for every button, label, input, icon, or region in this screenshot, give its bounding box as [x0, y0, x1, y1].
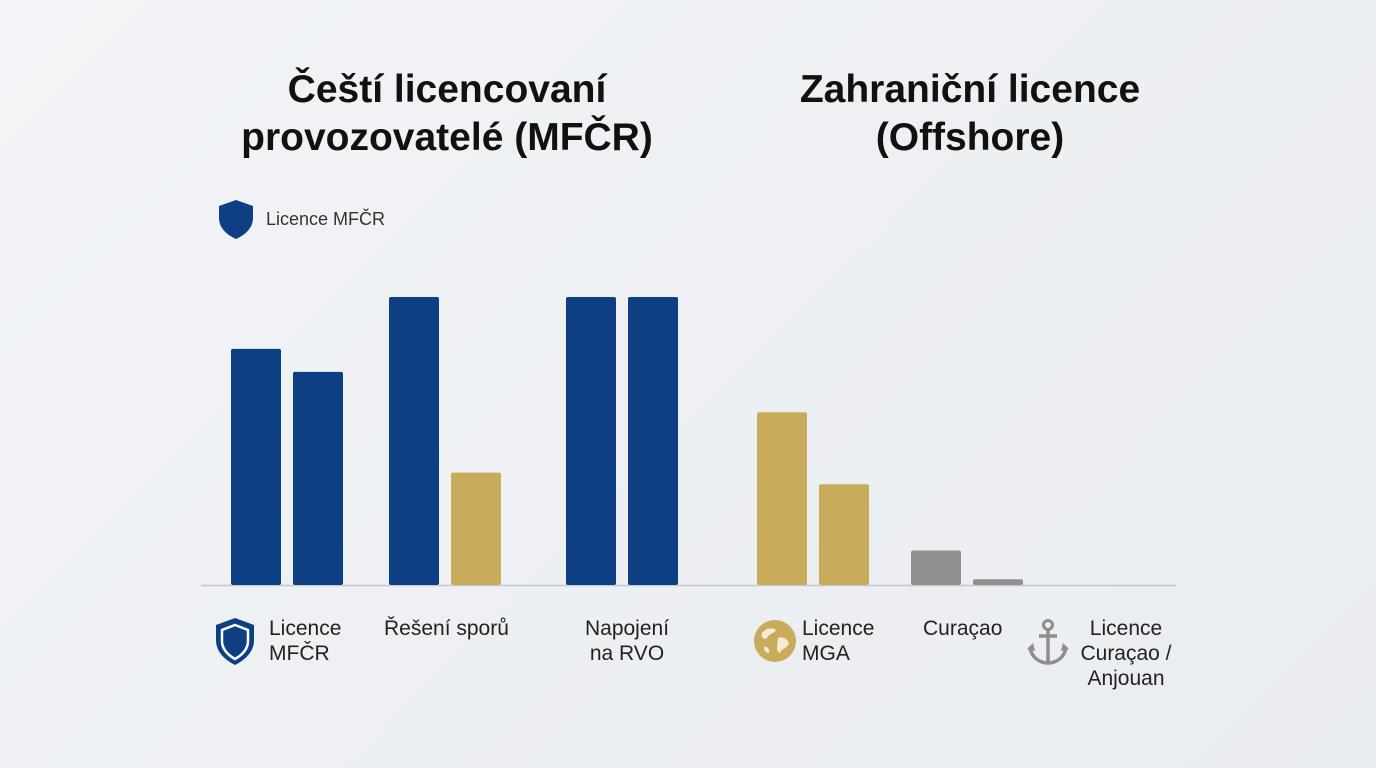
chart-title-left-line2: provozovatelé (MFČR) — [241, 116, 653, 159]
bar-0-0 — [231, 348, 281, 585]
shield-icon — [216, 618, 254, 665]
category-label-curacao: Curaçao — [923, 616, 1002, 641]
category-label-line: MFČR — [269, 642, 330, 665]
bar-1-1 — [451, 472, 501, 585]
bar-4-0 — [911, 550, 961, 585]
legend-label: Licence MFČR — [266, 208, 386, 229]
chart-title-right-line1: Zahraniční licence — [799, 68, 1141, 111]
globe-icon — [754, 620, 796, 662]
bar-1-0 — [389, 297, 439, 585]
category-label-line: Curaçao / — [1080, 642, 1172, 665]
category-label-licence-mfcr: Licence MFČR — [213, 614, 341, 666]
bar-0-1 — [293, 371, 343, 585]
category-label-line: Licence — [1089, 617, 1163, 640]
category-label-line: Licence — [802, 617, 875, 640]
shield-icon — [219, 200, 253, 239]
bar-2-0 — [566, 297, 616, 585]
category-label-line: Licence — [269, 617, 342, 640]
bar-3-0 — [757, 412, 807, 585]
chart-title-right: Zahraniční licence (Offshore) — [760, 66, 1180, 162]
category-label-line: Řešení sporů — [384, 617, 509, 640]
bar-4-1 — [973, 579, 1023, 585]
bar-2-1 — [628, 297, 678, 585]
chart-title-left-line1: Čeští licencovaní — [287, 68, 607, 111]
chart-title-left: Čeští licencovaní provozovatelé (MFČR) — [197, 66, 697, 162]
chart-title-right-line2: (Offshore) — [875, 116, 1065, 159]
category-label-licence-curacao-anjouan: Licence Curaçao / Anjouan — [1026, 616, 1180, 691]
category-label-line: na RVO — [589, 642, 665, 665]
anchor-icon — [1027, 619, 1069, 665]
category-label-line: Anjouan — [1087, 667, 1165, 690]
bar-3-1 — [819, 484, 869, 585]
category-label-line: Curaçao — [923, 617, 1003, 640]
legend: Licence MFČR — [216, 198, 385, 240]
category-label-line: Napojení — [584, 617, 670, 640]
category-label-line: MGA — [802, 642, 850, 665]
category-label-napojeni-na-rvo: Napojení na RVO — [570, 616, 684, 666]
category-label-licence-mga: Licence MGA — [752, 616, 874, 666]
category-label-reseni-sporu: Řešení sporů — [384, 616, 509, 641]
